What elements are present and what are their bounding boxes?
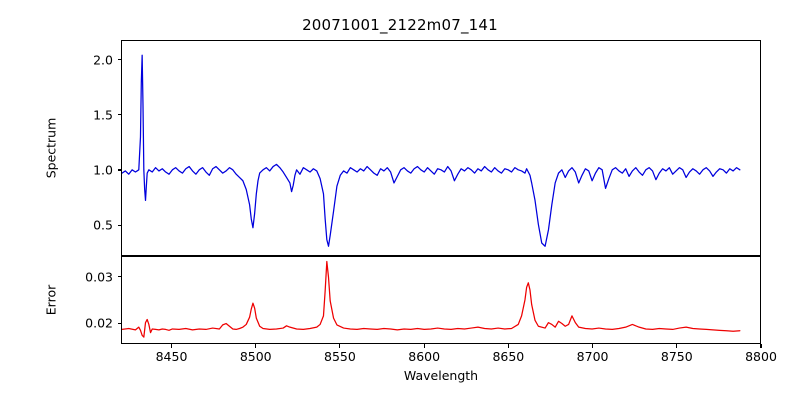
x-axis-label: Wavelength [403, 368, 479, 383]
page-title: 20071001_2122m07_141 [302, 16, 498, 34]
y-tick-mark [117, 169, 121, 171]
y-tick-mark [117, 59, 121, 61]
error-y-tick-label: 0.02 [85, 315, 113, 331]
x-tick-mark [507, 344, 509, 348]
spectrum-y-tick-label: 0.5 [93, 217, 113, 233]
y-tick-mark [117, 224, 121, 226]
x-tick-mark [255, 344, 257, 348]
x-tick-label: 8750 [660, 349, 693, 364]
x-tick-label: 8700 [576, 349, 609, 364]
error-axis-label: Error [43, 284, 59, 316]
error-plot-area [122, 257, 760, 343]
x-tick-label: 8500 [239, 349, 272, 364]
y-tick-mark [117, 276, 121, 278]
error-y-tick-label: 0.03 [85, 269, 113, 285]
error-trace [122, 262, 740, 338]
spectrum-y-tick-label: 2.0 [93, 52, 113, 68]
x-tick-mark [423, 344, 425, 348]
spectrum-y-tick-label: 1.5 [93, 107, 113, 123]
x-tick-label: 8450 [155, 349, 188, 364]
x-tick-mark [170, 344, 173, 348]
spectrum-trace [122, 55, 740, 246]
spectrum-panel [121, 40, 761, 256]
spectrum-y-tick-label: 1.0 [93, 162, 113, 178]
y-tick-mark [117, 114, 121, 116]
x-tick-label: 8800 [745, 349, 777, 364]
x-tick-label: 8600 [408, 349, 441, 364]
y-tick-mark [117, 322, 121, 324]
spectrum-plot-area [122, 41, 760, 255]
spectrum-axis-label: Spectrum [43, 117, 59, 179]
error-panel [121, 256, 761, 344]
x-tick-mark [592, 344, 594, 348]
x-tick-label: 8550 [324, 349, 356, 364]
x-tick-label: 8650 [492, 349, 525, 364]
x-tick-mark [676, 344, 678, 348]
x-tick-mark [760, 344, 762, 348]
x-tick-mark [339, 344, 341, 348]
